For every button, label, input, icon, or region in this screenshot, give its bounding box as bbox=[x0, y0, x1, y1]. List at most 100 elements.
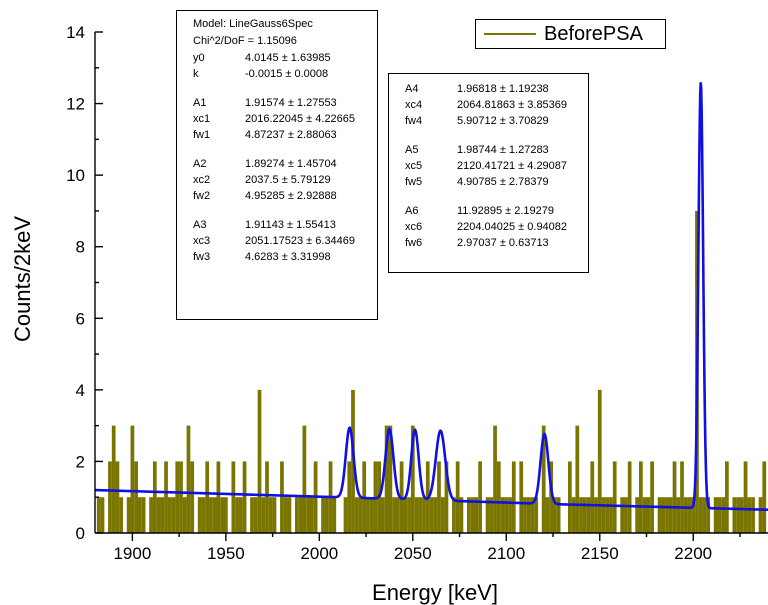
histogram-bar bbox=[680, 461, 684, 533]
histogram-bar bbox=[455, 461, 460, 533]
histogram-bar bbox=[261, 497, 266, 533]
param-name: A4 bbox=[405, 83, 419, 95]
histogram-bar bbox=[739, 497, 744, 533]
histogram-bar bbox=[609, 497, 613, 533]
param-value: 2016.22045 ± 4.22665 bbox=[245, 113, 356, 125]
histogram-bar bbox=[392, 497, 396, 533]
histogram-bar bbox=[762, 461, 767, 533]
histogram-bar bbox=[111, 425, 116, 533]
param-value: 4.6283 ± 3.31998 bbox=[245, 251, 331, 263]
histogram-bar bbox=[594, 497, 598, 533]
param-value: 2064.81863 ± 3.85369 bbox=[457, 99, 568, 111]
histogram-bar bbox=[130, 425, 135, 533]
histogram-bar bbox=[156, 497, 161, 533]
histogram-bar bbox=[358, 497, 363, 533]
histogram-bar bbox=[250, 497, 254, 533]
x-tick-label: 2100 bbox=[487, 544, 525, 563]
histogram-bar bbox=[553, 497, 557, 533]
histogram-bar bbox=[504, 497, 509, 533]
histogram-bar bbox=[597, 389, 602, 533]
axes: 0 2 4 6 8 10 12 14 1900 1950 2000 2050 2100 2150 2200 bbox=[66, 23, 768, 563]
histogram-bar bbox=[470, 497, 475, 533]
param-name: fw6 bbox=[405, 237, 423, 249]
histogram-bar bbox=[141, 497, 146, 533]
histogram-bar bbox=[422, 497, 426, 533]
histogram-bar bbox=[324, 497, 329, 533]
histogram-bar bbox=[332, 497, 337, 533]
histogram-bar bbox=[721, 497, 725, 533]
param-value: 1.89274 ± 1.45704 bbox=[245, 158, 337, 170]
histogram-bar bbox=[635, 497, 640, 533]
param-row: A6 11.92895 ± 2.19279 bbox=[405, 203, 588, 219]
param-value: 5.90712 ± 3.70829 bbox=[457, 115, 549, 127]
histogram-bar bbox=[661, 497, 666, 533]
x-tick-label: 1900 bbox=[113, 544, 151, 563]
y-tick-label: 4 bbox=[76, 381, 85, 400]
histogram-bar bbox=[672, 461, 677, 533]
param-name: y0 bbox=[193, 52, 205, 64]
param-row: A3 1.91143 ± 1.55413 bbox=[193, 217, 377, 233]
histogram-bar bbox=[582, 497, 587, 533]
histogram-bar bbox=[108, 461, 112, 533]
histogram-bar bbox=[186, 425, 191, 533]
histogram-bar bbox=[272, 497, 277, 533]
param-row: fw3 4.6283 ± 3.31998 bbox=[193, 249, 377, 265]
param-row: A4 1.96818 ± 1.19238 bbox=[405, 81, 588, 97]
histogram-bar bbox=[519, 461, 524, 533]
histogram-bar bbox=[732, 497, 737, 533]
y-tick-label: 6 bbox=[76, 309, 85, 328]
param-row: fw4 5.90712 ± 3.70829 bbox=[405, 113, 588, 129]
param-name: k bbox=[193, 68, 199, 80]
histogram-bar bbox=[736, 497, 740, 533]
row-spacer bbox=[193, 143, 377, 156]
histogram-bar bbox=[650, 461, 654, 533]
histogram-bar bbox=[429, 497, 434, 533]
histogram-bar bbox=[496, 461, 501, 533]
histogram-bar bbox=[440, 497, 445, 533]
histogram-bar bbox=[182, 497, 187, 533]
model-name: Model: LineGauss6Spec bbox=[193, 18, 313, 30]
histogram-bar bbox=[149, 497, 153, 533]
histogram-bar bbox=[657, 497, 662, 533]
histogram-bar bbox=[642, 497, 647, 533]
histogram-bar bbox=[541, 425, 546, 533]
histogram-bar bbox=[698, 497, 703, 533]
param-value: 1.98744 ± 1.27283 bbox=[457, 144, 549, 156]
histogram-bar bbox=[612, 461, 617, 533]
y-axis-title: Counts/2keV bbox=[10, 216, 35, 342]
param-rows: A4 1.96818 ± 1.19238 xc4 2064.81863 ± 3.853… bbox=[405, 81, 588, 251]
histogram-bar bbox=[743, 461, 748, 533]
histogram-bar bbox=[534, 497, 539, 533]
param-value: 2120.41721 ± 4.29087 bbox=[457, 160, 568, 172]
param-value: 4.95285 ± 2.92888 bbox=[245, 190, 337, 202]
row-spacer bbox=[405, 190, 588, 203]
param-row: xc6 2204.04025 ± 0.94082 bbox=[405, 219, 588, 235]
histogram-bar bbox=[212, 497, 217, 533]
histogram-bar bbox=[164, 461, 168, 533]
histogram-bar bbox=[579, 497, 583, 533]
histogram-bar bbox=[601, 497, 606, 533]
histogram-bar bbox=[691, 497, 696, 533]
row-spacer bbox=[193, 204, 377, 217]
histogram-bar bbox=[467, 497, 471, 533]
histogram-bar bbox=[627, 461, 632, 533]
histogram-bar bbox=[115, 461, 120, 533]
param-value: 2.97037 ± 0.63713 bbox=[457, 237, 549, 249]
param-row: xc3 2051.17523 ± 6.34469 bbox=[193, 233, 377, 249]
histogram-bar bbox=[590, 461, 595, 533]
y-tick-label: 14 bbox=[66, 23, 85, 42]
param-row: xc1 2016.22045 ± 4.22665 bbox=[193, 111, 377, 127]
param-name: xc4 bbox=[405, 99, 423, 111]
param-row: xc4 2064.81863 ± 3.85369 bbox=[405, 97, 588, 113]
histogram-bar bbox=[620, 497, 625, 533]
histogram-bar bbox=[485, 497, 490, 533]
histogram-bar bbox=[201, 497, 206, 533]
histogram-bar bbox=[242, 461, 247, 533]
param-value: 1.96818 ± 1.19238 bbox=[457, 83, 549, 95]
histogram-bar bbox=[523, 497, 527, 533]
param-value: 4.90785 ± 2.78379 bbox=[457, 176, 549, 188]
histogram-bar bbox=[526, 497, 531, 533]
histogram-bar bbox=[171, 497, 176, 533]
histogram-bar bbox=[530, 497, 535, 533]
